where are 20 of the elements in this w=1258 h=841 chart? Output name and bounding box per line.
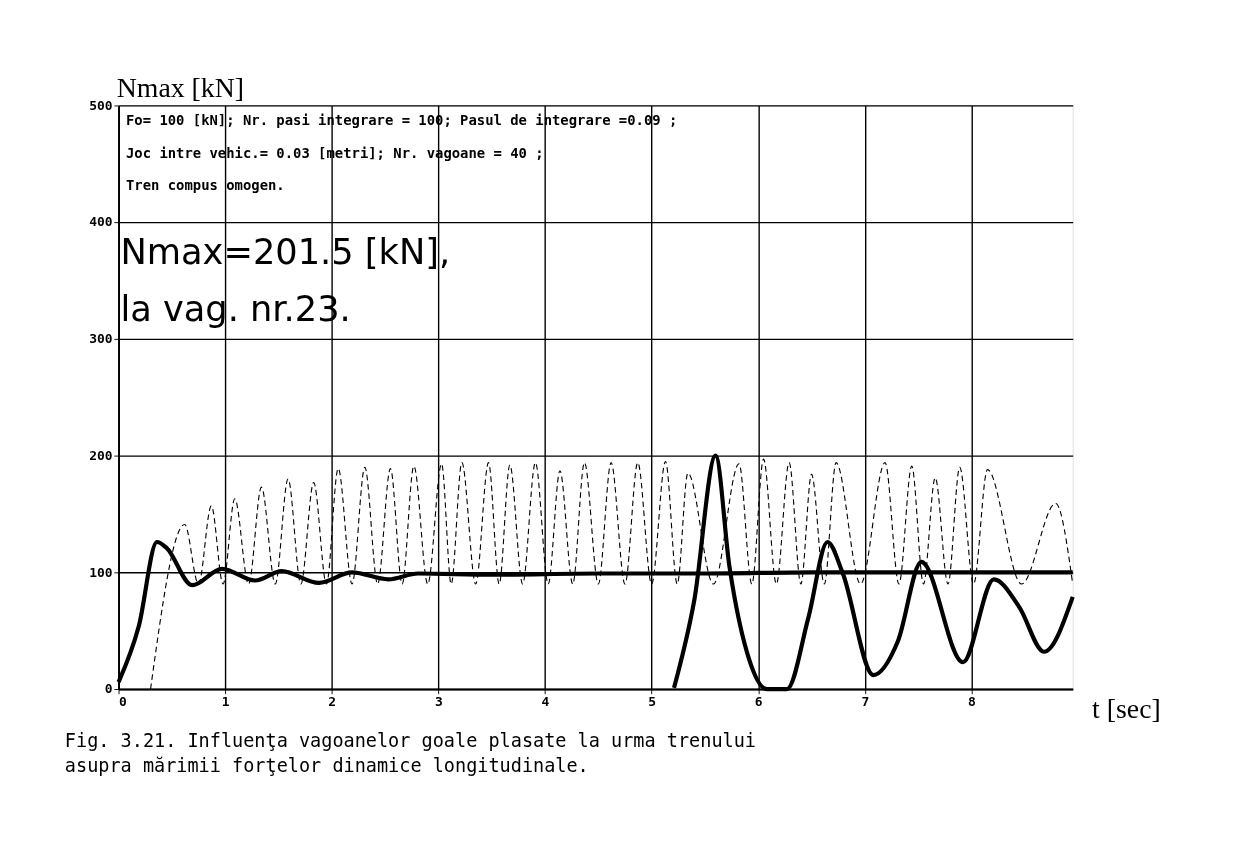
x-tick-label: 8 [968, 694, 976, 710]
x-tick-label: 2 [328, 694, 337, 710]
y-tick-label: 300 [89, 331, 113, 347]
annotation: Tren compus omogen. [125, 176, 285, 193]
y-axis-title: Nmax [kN] [116, 72, 245, 104]
x-tick-label: 1 [221, 694, 230, 710]
x-tick-label: 5 [648, 694, 656, 710]
x-tick-label: 6 [754, 694, 763, 710]
y-tick-label: 500 [89, 97, 113, 113]
caption: Fig. 3.21. Influenţa vagoanelor goale plasate la urma trenului [64, 730, 756, 752]
x-axis-title: t [sec] [1092, 692, 1161, 724]
y-tick-label: 400 [89, 214, 113, 230]
y-tick-label: 100 [89, 564, 113, 580]
x-tick-label: 3 [434, 694, 443, 710]
x-tick-label: 4 [541, 694, 550, 710]
text: asupra mărimii forţelor dinamice longitudinale. [64, 755, 589, 777]
x-tick-label: 0 [119, 694, 128, 710]
y-tick-label: 0 [104, 681, 113, 697]
y-tick-label: 200 [89, 447, 113, 463]
x-tick-label: 7 [861, 694, 870, 710]
